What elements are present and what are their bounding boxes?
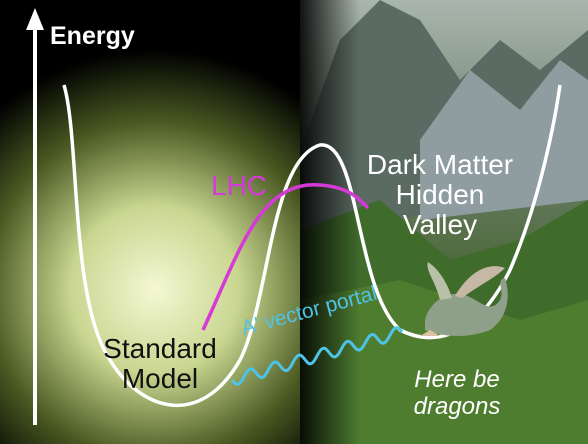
dark-matter-line-1: Dark Matter — [366, 149, 514, 180]
dark-matter-line-2: Hidden — [395, 179, 485, 210]
lhc-label: LHC — [211, 170, 268, 201]
dark-matter-label: Dark Matter Hidden Valley — [340, 150, 540, 240]
portal-wave — [230, 326, 404, 386]
standard-model-label: Standard Model — [100, 334, 220, 394]
standard-model-line-1: Standard — [103, 333, 217, 364]
dragon-icon — [420, 262, 508, 336]
arrow-up-icon — [26, 8, 44, 30]
standard-model-line-2: Model — [121, 363, 199, 394]
energy-axis — [26, 8, 44, 425]
energy-axis-label: Energy — [50, 22, 135, 50]
dark-matter-line-3: Valley — [402, 209, 478, 240]
lhc-curve — [201, 183, 370, 331]
dragons-line-2: dragons — [413, 393, 501, 420]
potential-curve — [62, 84, 562, 408]
dragons-line-1: Here be — [414, 366, 500, 393]
valley-landscape — [300, 0, 588, 444]
dragons-caption: Here be dragons — [392, 366, 522, 420]
